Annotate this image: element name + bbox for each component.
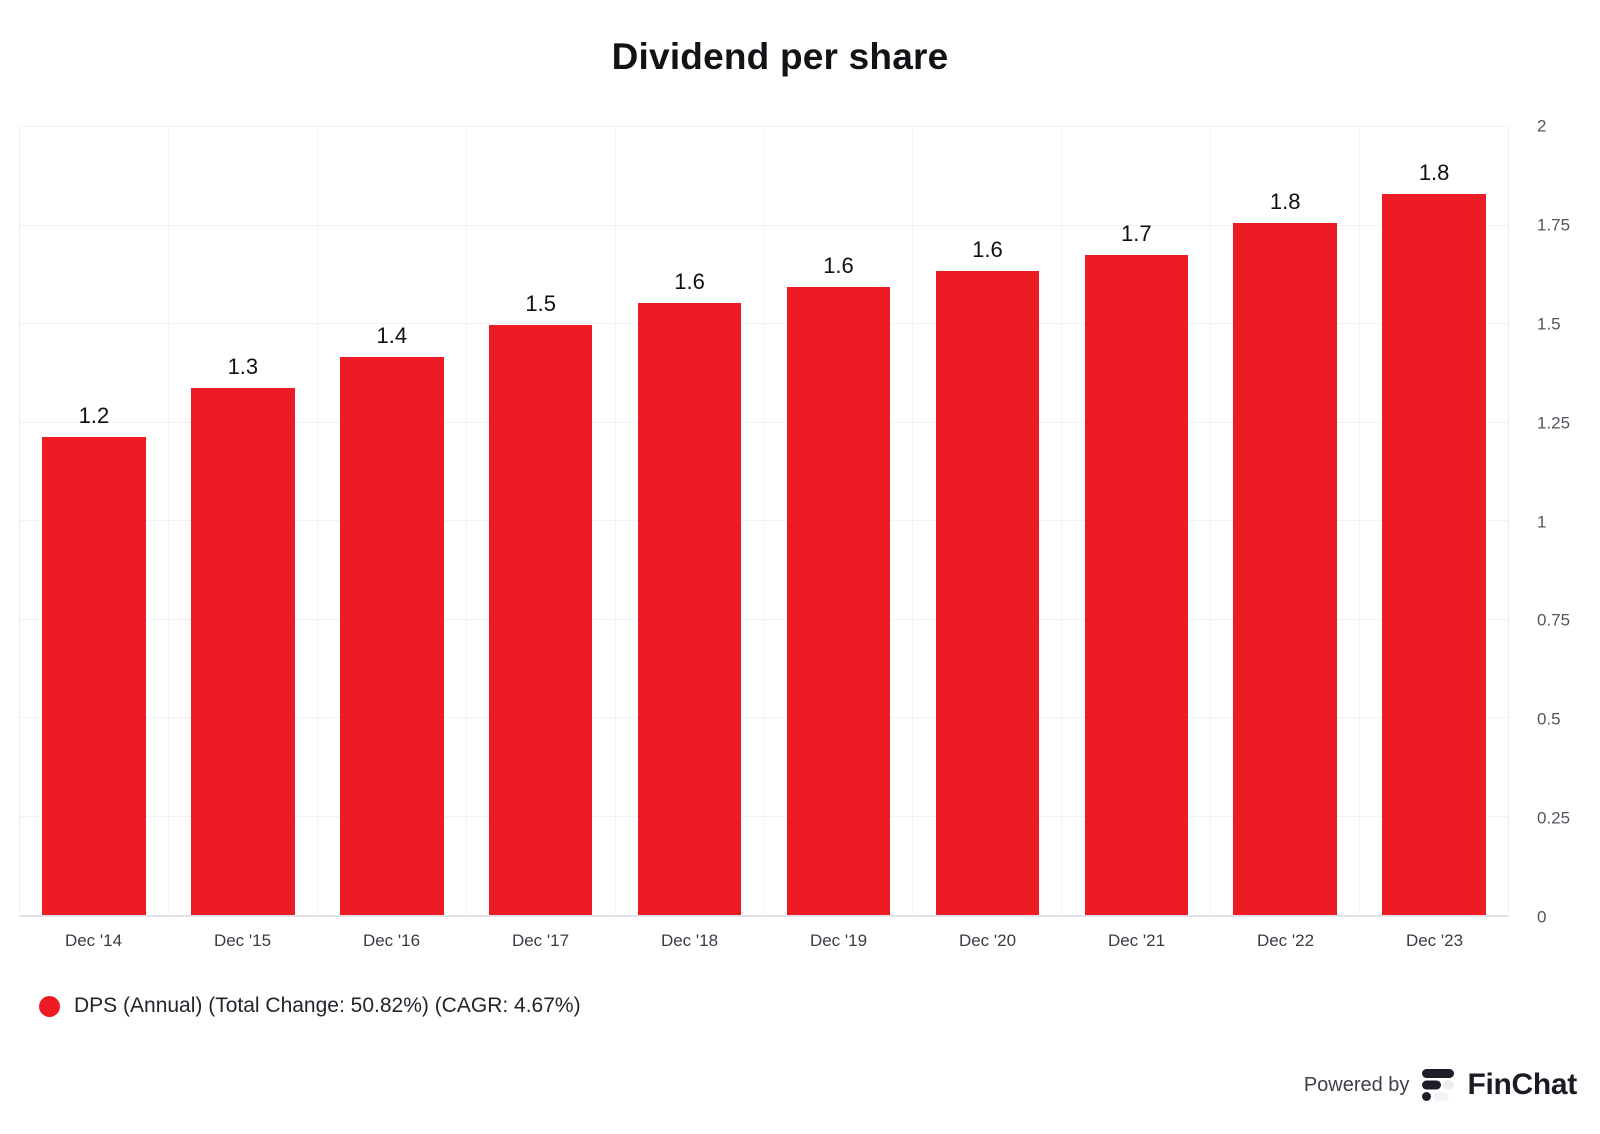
x-axis-label: Dec '17 xyxy=(511,931,570,950)
x-axis-label: Dec '22 xyxy=(1256,931,1315,950)
y-axis-label: 0.75 xyxy=(1537,610,1571,630)
x-axis: Dec '14 Dec '15 Dec '16 Dec '17 Dec '18 Dec '… xyxy=(19,929,1509,951)
bar-value-label: 1.8 xyxy=(1269,189,1301,215)
bar-value-label: 1.4 xyxy=(376,323,408,349)
bar-dec-16[interactable] xyxy=(339,357,444,915)
bar-dec-23[interactable] xyxy=(1382,193,1486,915)
chart-title: Dividend per share xyxy=(611,36,949,77)
bar-dec-19[interactable] xyxy=(786,286,891,915)
category-slot-dec-23: 1.8 xyxy=(1360,127,1508,915)
y-axis-label: 0.25 xyxy=(1537,808,1571,828)
bar-dec-14[interactable] xyxy=(42,436,146,915)
legend-label: DPS (Annual) (Total Change: 50.82%) (CAG… xyxy=(74,994,581,1017)
x-axis-label: Dec '15 xyxy=(213,931,272,950)
y-axis-label: 0.5 xyxy=(1537,709,1561,729)
category-slot-dec-15: 1.3 xyxy=(169,127,318,915)
y-axis-label: 1.75 xyxy=(1537,215,1571,235)
x-axis-label: Dec '14 xyxy=(64,931,123,950)
finchat-wordmark: FinChat xyxy=(1467,1068,1577,1101)
y-axis: 0 0.25 0.5 0.75 1 1.25 1.5 1.75 2 xyxy=(1537,118,1597,926)
bar-value-label: 1.6 xyxy=(823,252,854,278)
bar-value-label: 1.2 xyxy=(78,402,110,428)
y-axis-label: 2 xyxy=(1537,116,1547,136)
bar-value-label: 1.6 xyxy=(674,269,705,295)
bar-dec-17[interactable] xyxy=(488,325,593,915)
x-axis-label: Dec '18 xyxy=(660,931,719,950)
x-axis-label: Dec '19 xyxy=(809,931,868,950)
bar-value-label: 1.6 xyxy=(972,237,1003,263)
category-slot-dec-17: 1.5 xyxy=(467,127,616,915)
bar-dec-22[interactable] xyxy=(1233,223,1337,915)
powered-by-footer[interactable]: Powered by FinChat xyxy=(1304,1068,1577,1102)
bar-dec-21[interactable] xyxy=(1084,254,1189,915)
category-slot-dec-16: 1.4 xyxy=(318,127,467,915)
y-axis-label: 0 xyxy=(1537,907,1547,927)
category-slot-dec-21: 1.7 xyxy=(1062,127,1212,915)
bar-dec-18[interactable] xyxy=(637,303,742,915)
category-slot-dec-22: 1.8 xyxy=(1211,127,1361,915)
category-slot-dec-14: 1.2 xyxy=(20,127,169,915)
category-slot-dec-19: 1.6 xyxy=(765,127,914,915)
bar-value-label: 1.3 xyxy=(227,354,259,380)
category-slot-dec-20: 1.6 xyxy=(913,127,1063,915)
y-axis-label: 1.25 xyxy=(1537,413,1571,433)
bar-dec-15[interactable] xyxy=(191,388,295,915)
finchat-logo-icon xyxy=(1422,1069,1455,1101)
x-axis-label: Dec '21 xyxy=(1107,931,1166,950)
plot-slots: 1.2 1.3 1.4 1.5 1.6 1.6 1.6 1.7 1.8 1.8 xyxy=(20,127,1508,915)
x-axis-label: Dec '20 xyxy=(958,931,1017,950)
category-slot-dec-18: 1.6 xyxy=(616,127,765,915)
bar-value-label: 1.8 xyxy=(1418,159,1450,185)
powered-by-text: Powered by xyxy=(1303,1073,1410,1096)
legend-marker-icon xyxy=(39,995,60,1017)
bar-dec-20[interactable] xyxy=(935,271,1040,915)
plot-area: 1.2 1.3 1.4 1.5 1.6 1.6 1.6 1.7 1.8 1.8 xyxy=(19,126,1509,917)
x-axis-label: Dec '16 xyxy=(362,931,421,950)
x-axis-label: Dec '23 xyxy=(1405,931,1464,950)
bar-value-label: 1.5 xyxy=(525,291,556,317)
y-axis-label: 1.5 xyxy=(1537,314,1561,334)
bar-value-label: 1.7 xyxy=(1121,220,1152,246)
legend-item-dps[interactable]: DPS (Annual) (Total Change: 50.82%) (CAG… xyxy=(39,994,581,1018)
y-axis-label: 1 xyxy=(1537,512,1547,531)
